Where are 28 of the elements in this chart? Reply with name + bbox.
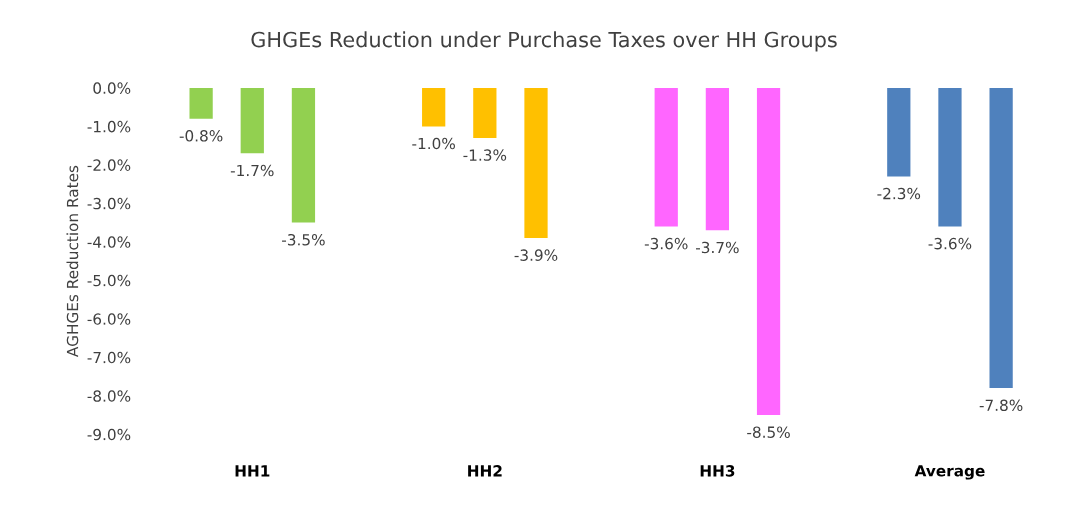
x-tick-label: Average	[914, 465, 985, 480]
y-tick-label: -3.0%	[87, 197, 131, 210]
y-tick-label: 0.0%	[93, 82, 131, 94]
chart-title: GHGEs Reduction under Purchase Taxes over HH Groups	[251, 31, 837, 52]
y-tick-label: -4.0%	[87, 236, 131, 248]
data-label: -3.5%	[282, 233, 325, 246]
y-tick-label: -6.0%	[87, 313, 131, 325]
x-tick-label: HH2	[468, 465, 502, 477]
x-tick-label: HH1	[235, 465, 270, 477]
data-label: -1.7%	[230, 164, 274, 177]
data-label: -3.7%	[695, 241, 739, 254]
data-label: -1.0%	[412, 137, 455, 150]
y-tick-label: -9.0%	[87, 428, 131, 441]
y-tick-label: -5.0%	[87, 274, 131, 287]
data-label: -0.8%	[179, 130, 223, 142]
data-label: -3.6%	[928, 237, 972, 250]
data-label: -7.8%	[979, 399, 1023, 412]
y-tick-label: -7.0%	[87, 351, 131, 364]
data-label: -3.6%	[644, 237, 688, 250]
data-label: -8.5%	[747, 426, 790, 438]
data-label: -1.3%	[463, 149, 507, 161]
y-axis-title: AGHGEs Reduction Rates	[66, 165, 79, 357]
y-tick-label: -2.0%	[87, 159, 131, 171]
data-label: -3.9%	[514, 249, 558, 261]
y-tick-label: -1.0%	[87, 120, 131, 133]
data-label: -2.3%	[877, 187, 921, 200]
x-tick-label: HH3	[700, 465, 735, 477]
y-tick-label: -8.0%	[87, 390, 131, 402]
